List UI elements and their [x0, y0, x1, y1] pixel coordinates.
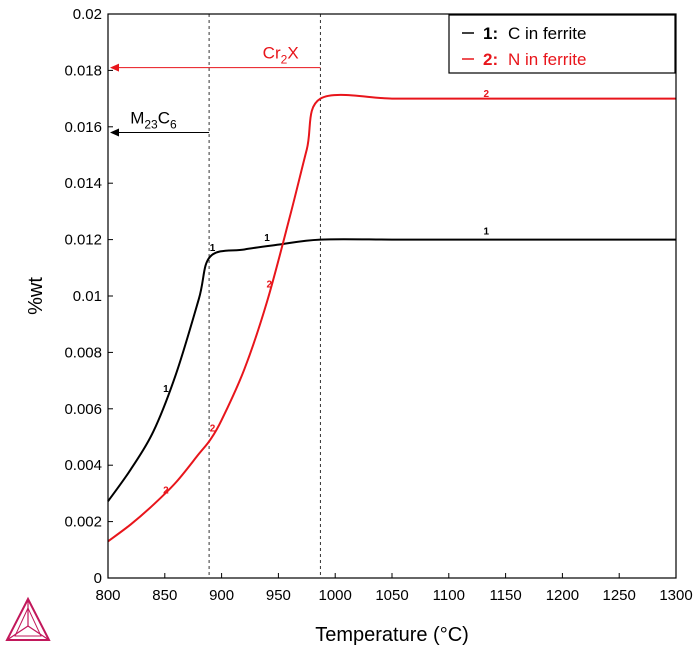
- x-tick-label-2: 900: [209, 587, 234, 604]
- x-tick-label-9: 1250: [603, 587, 636, 604]
- logo-spoke-2: [27, 625, 50, 641]
- legend-name-2: N in ferrite: [508, 50, 586, 69]
- legend-index-1: 1:: [483, 24, 498, 43]
- y-tick-label-8: 0.016: [64, 119, 102, 136]
- cr2x-arrow-head: [110, 63, 119, 72]
- x-axis-title: Temperature (°C): [315, 624, 469, 646]
- y-tick-label-10: 0.02: [73, 6, 102, 23]
- x-tick-label-10: 1300: [659, 587, 692, 604]
- m23c6-label: M23C6: [130, 108, 177, 131]
- curve-label-1-0: 1: [163, 384, 169, 395]
- curve-label-2-0: 2: [163, 485, 169, 496]
- curve-label-1-1: 1: [210, 243, 216, 254]
- curve-label-2-3: 2: [484, 89, 490, 100]
- logo-outer-triangle: [5, 596, 51, 641]
- series-line-2: [107, 93, 676, 543]
- m23c6-arrow-head: [110, 128, 119, 137]
- curve-label-1-3: 1: [484, 227, 490, 238]
- curve-label-2-2: 2: [267, 280, 273, 291]
- x-tick-label-7: 1150: [489, 587, 521, 604]
- x-tick-label-3: 950: [266, 587, 291, 604]
- y-tick-label-1: 0.002: [64, 514, 102, 531]
- logo-inner-triangle: [14, 606, 42, 637]
- x-tick-label-4: 1000: [319, 587, 352, 604]
- chart-curve-labels: 1 1 1 1 2 2 2 2: [163, 89, 489, 496]
- curve-label-2-1: 2: [210, 423, 216, 434]
- y-axis-ticks: 0 0.002 0.004 0.006 0.008 0.01 0.012 0.014 0.016…: [64, 6, 113, 587]
- y-axis-title: %wt: [25, 277, 47, 315]
- legend-index-2: 2:: [483, 50, 498, 69]
- y-tick-label-3: 0.006: [64, 401, 102, 418]
- chart-series: [107, 93, 676, 543]
- chart-annotations: Cr2X M23C6: [110, 44, 321, 137]
- logo-spoke-1: [6, 625, 29, 641]
- x-tick-label-1: 850: [152, 587, 177, 604]
- chart-vertical-lines: [208, 14, 321, 578]
- legend-name-1: C in ferrite: [508, 24, 586, 43]
- cr2x-label: Cr2X: [263, 44, 299, 67]
- y-tick-label-7: 0.014: [64, 175, 102, 192]
- x-tick-label-0: 800: [95, 587, 120, 604]
- y-tick-label-5: 0.01: [73, 288, 102, 305]
- y-tick-label-9: 0.018: [64, 62, 102, 79]
- y-tick-label-4: 0.008: [64, 344, 102, 361]
- curve-label-1-2: 1: [264, 233, 270, 244]
- y-tick-label-6: 0.012: [64, 232, 102, 249]
- y-tick-label-0: 0: [94, 570, 102, 587]
- x-axis-ticks: 800 850 900 950 1000 1050 1100 1150 1200 1250 1300: [95, 573, 693, 604]
- series-line-1: [107, 238, 676, 502]
- thermo-calc-logo: [5, 596, 51, 641]
- x-tick-label-6: 1100: [433, 587, 465, 604]
- x-tick-label-8: 1200: [546, 587, 579, 604]
- x-tick-label-5: 1050: [375, 587, 408, 604]
- legend: 1: C in ferrite 2: N in ferrite: [448, 14, 676, 74]
- legend-box: [448, 14, 676, 74]
- y-tick-label-2: 0.004: [64, 457, 102, 474]
